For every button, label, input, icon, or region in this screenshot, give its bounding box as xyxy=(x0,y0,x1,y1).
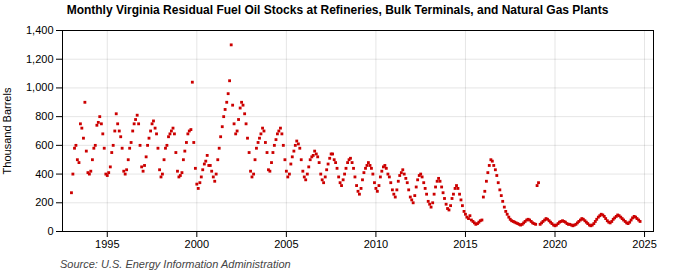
svg-text:2005: 2005 xyxy=(274,238,298,250)
svg-text:0: 0 xyxy=(47,225,53,237)
svg-text:600: 600 xyxy=(35,139,53,151)
svg-text:1,000: 1,000 xyxy=(26,81,54,93)
svg-text:Thousand Barrels: Thousand Barrels xyxy=(1,87,13,174)
svg-text:2025: 2025 xyxy=(632,238,656,250)
svg-text:400: 400 xyxy=(35,168,53,180)
svg-text:2000: 2000 xyxy=(185,238,209,250)
svg-text:200: 200 xyxy=(35,196,53,208)
svg-text:1995: 1995 xyxy=(95,238,119,250)
svg-text:2015: 2015 xyxy=(453,238,477,250)
svg-text:2010: 2010 xyxy=(364,238,388,250)
html-text:Monthly Virginia Residual Fuel: Monthly Virginia Residual Fuel Oil Stock… xyxy=(66,3,609,17)
svg-text:1,200: 1,200 xyxy=(26,53,54,65)
svg-text:2020: 2020 xyxy=(543,238,567,250)
svg-text:800: 800 xyxy=(35,110,53,122)
svg-text:1,400: 1,400 xyxy=(26,24,54,36)
html-text:Source: U.S. Energy Informatio: Source: U.S. Energy Information Administ… xyxy=(60,258,291,270)
